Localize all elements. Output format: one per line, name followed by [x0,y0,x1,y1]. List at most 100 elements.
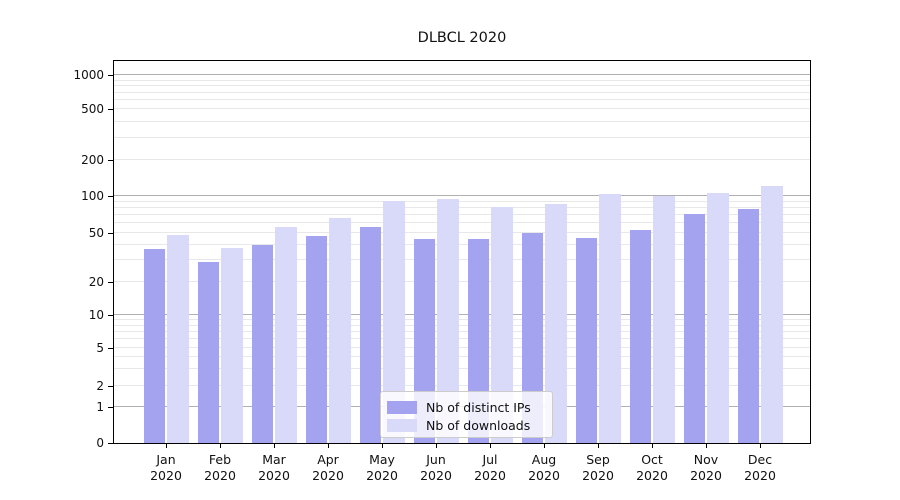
y-tick-mark-2 [108,385,113,387]
y-gridline-minor-4 [114,355,810,357]
x-tick-mark-jul [490,444,491,448]
y-tick-label-20: 20 [88,274,104,289]
y-gridline-minor-8 [114,324,810,326]
y-tick-label-200: 200 [81,153,104,168]
x-tick-mark-aug [544,444,545,448]
bar-downloads-apr [329,218,351,443]
bar-downloads-dec [761,185,783,443]
y-gridline-minor-6 [114,338,810,340]
y-gridline-major-100 [114,195,810,197]
y-tick-mark-200 [108,160,113,162]
y-gridline-minor-900 [114,79,810,81]
x-tick-label-dec: Dec 2020 [732,452,788,484]
y-gridline-minor-60 [114,222,810,224]
bar-distinct-ips-dec [737,209,759,443]
bar-downloads-feb [221,247,243,443]
y-gridline-minor-20 [114,280,810,282]
x-tick-year: 2020 [690,468,722,483]
x-tick-month: Nov [693,452,719,467]
x-tick-label-sep: Sep 2020 [570,452,626,484]
y-gridline-minor-9 [114,319,810,321]
x-tick-mark-feb [220,444,221,448]
x-tick-year: 2020 [312,468,344,483]
y-tick-mark-1000 [108,75,113,77]
y-tick-label-10: 10 [88,308,104,323]
x-tick-month: May [369,452,395,467]
legend-swatch-distinct-ips [387,401,417,414]
x-tick-mark-jan [166,444,167,448]
x-tick-year: 2020 [636,468,668,483]
bar-distinct-ips-mar [251,244,273,443]
y-gridline-minor-3 [114,367,810,369]
y-gridline-minor-50 [114,232,810,234]
bar-downloads-jan [167,235,189,443]
x-tick-label-apr: Apr 2020 [300,452,356,484]
x-tick-year: 2020 [150,468,182,483]
y-gridline-minor-70 [114,214,810,216]
y-gridline-minor-30 [114,259,810,261]
bar-distinct-ips-apr [305,236,327,443]
plot-area [113,60,811,444]
x-tick-mark-mar [274,444,275,448]
bar-distinct-ips-jan [143,249,165,443]
x-tick-month: Feb [208,452,232,467]
x-tick-mark-may [382,444,383,448]
y-gridline-minor-5 [114,346,810,348]
y-tick-mark-500 [108,109,113,111]
x-tick-label-may: May 2020 [354,452,410,484]
x-tick-mark-dec [760,444,761,448]
y-tick-mark-50 [108,233,113,235]
x-tick-year: 2020 [366,468,398,483]
x-tick-month: Aug [531,452,557,467]
x-tick-mark-sep [598,444,599,448]
y-tick-mark-1 [108,406,113,408]
y-tick-label-50: 50 [88,226,104,241]
x-tick-mark-apr [328,444,329,448]
x-tick-year: 2020 [744,468,776,483]
y-gridline-major-10 [114,314,810,316]
bar-downloads-jul [491,207,513,443]
y-tick-label-1: 1 [96,399,104,414]
bar-distinct-ips-feb [197,262,219,443]
y-tick-label-100: 100 [81,189,104,204]
legend-item-distinct-ips: Nb of distinct IPs [387,399,552,416]
x-tick-mark-nov [706,444,707,448]
y-gridline-minor-40 [114,243,810,245]
y-gridline-minor-400 [114,120,810,122]
y-tick-label-5: 5 [96,340,104,355]
x-tick-label-jul: Jul 2020 [462,452,518,484]
y-tick-label-2: 2 [96,378,104,393]
x-tick-label-feb: Feb 2020 [192,452,248,484]
bar-distinct-ips-oct [629,229,651,443]
y-gridline-minor-300 [114,136,810,138]
x-tick-month: Jul [482,452,498,467]
y-gridline-major-1000 [114,74,810,76]
y-tick-mark-10 [108,315,113,317]
bar-distinct-ips-nov [683,213,705,443]
x-tick-mark-oct [652,444,653,448]
x-tick-month: Jun [426,452,446,467]
y-gridline-minor-600 [114,99,810,101]
x-tick-month: Sep [586,452,610,467]
x-tick-year: 2020 [258,468,290,483]
chart-title: DLBCL 2020 [417,30,507,46]
x-tick-year: 2020 [420,468,452,483]
x-tick-year: 2020 [582,468,614,483]
legend-item-downloads: Nb of downloads [387,417,552,434]
legend-label-downloads: Nb of downloads [426,418,531,433]
y-gridline-minor-200 [114,159,810,161]
y-gridline-minor-700 [114,91,810,93]
y-tick-label-1000: 1000 [73,68,104,83]
x-tick-month: Apr [317,452,339,467]
y-gridline-minor-7 [114,331,810,333]
x-tick-label-aug: Aug 2020 [516,452,572,484]
x-tick-month: Dec [747,452,773,467]
y-gridline-minor-80 [114,207,810,209]
x-tick-label-nov: Nov 2020 [678,452,734,484]
bar-downloads-jun [437,198,459,443]
x-tick-year: 2020 [204,468,236,483]
bar-downloads-may [383,200,405,443]
bar-distinct-ips-sep [575,237,597,443]
y-tick-mark-5 [108,347,113,349]
bar-downloads-oct [653,195,675,443]
